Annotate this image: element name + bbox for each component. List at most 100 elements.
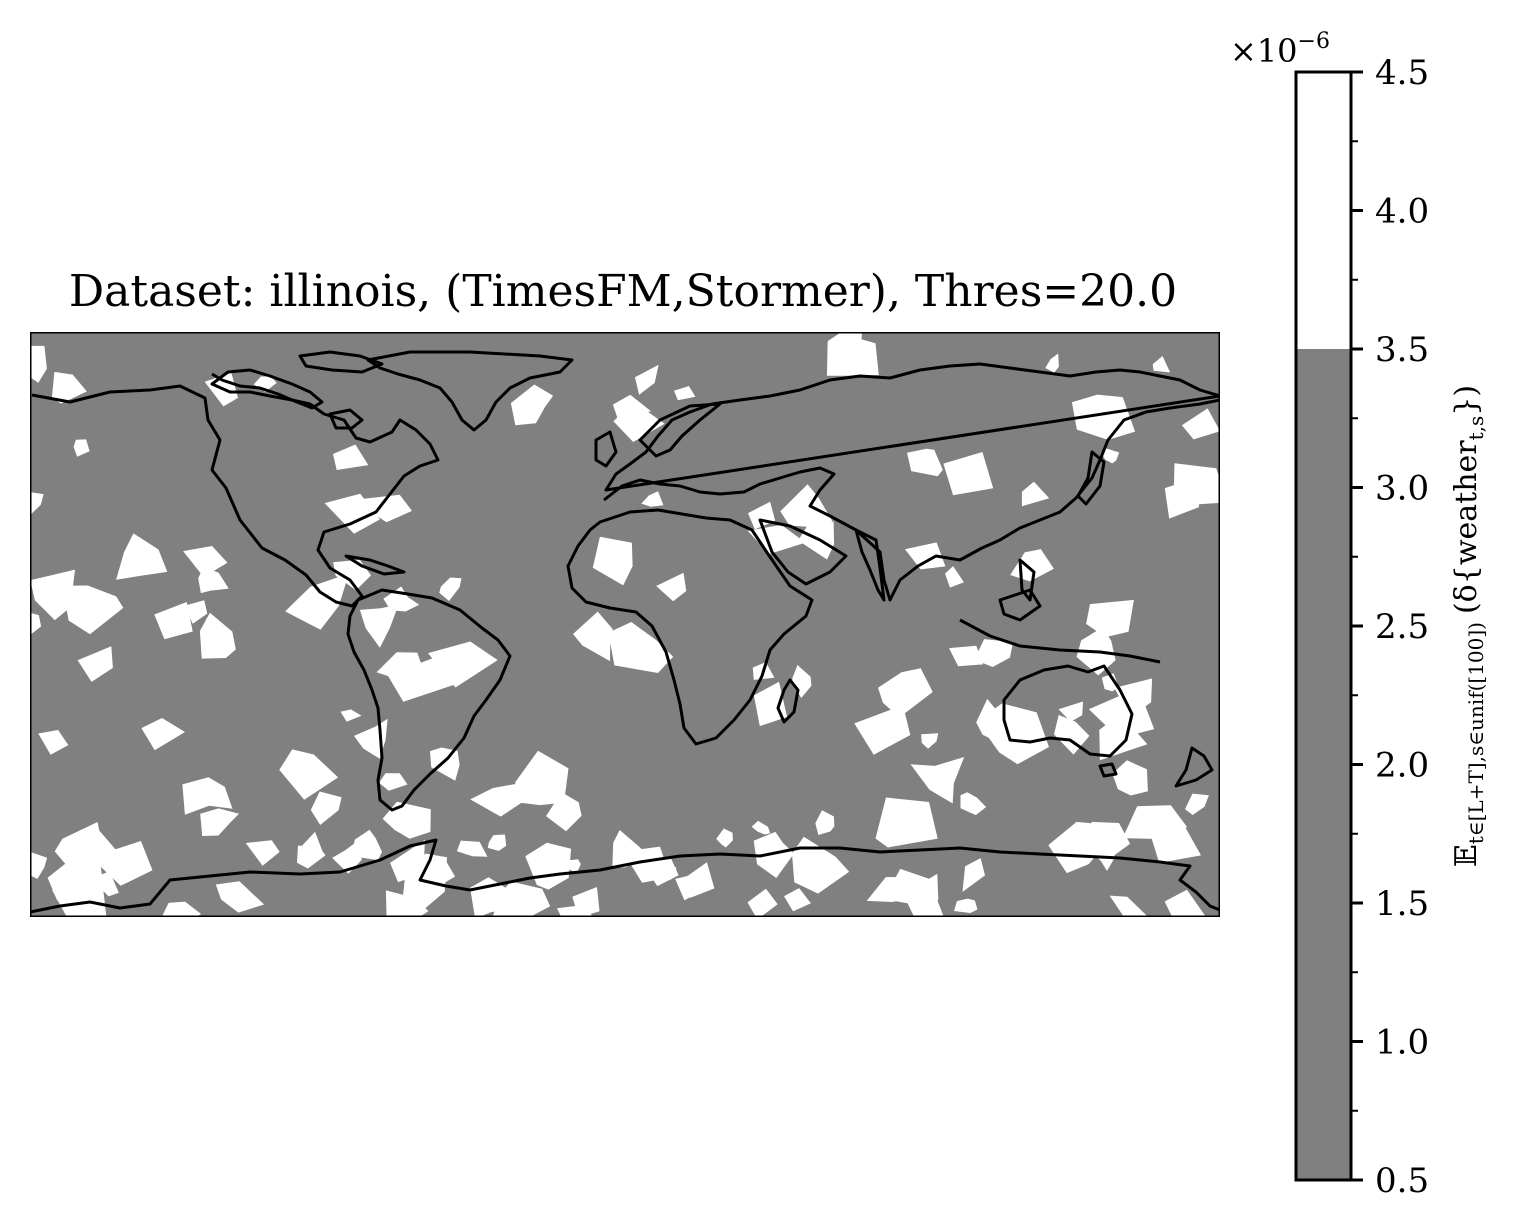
- above-threshold-patch: [1058, 701, 1083, 722]
- above-threshold-patch: [839, 332, 862, 354]
- above-threshold-patch: [428, 641, 498, 688]
- above-threshold-patch: [302, 831, 323, 866]
- above-threshold-patch: [430, 747, 460, 781]
- above-threshold-patch: [439, 577, 462, 601]
- above-threshold-patch: [340, 709, 362, 722]
- above-threshold-patch: [875, 797, 938, 848]
- above-threshold-patch: [784, 888, 811, 912]
- coast-india: [854, 528, 886, 602]
- above-threshold-patch: [889, 823, 907, 838]
- above-threshold-patch: [546, 787, 582, 832]
- above-threshold-patch: [62, 585, 124, 635]
- above-threshold-patch: [141, 718, 185, 751]
- coast-madagascar: [776, 678, 800, 724]
- above-threshold-patch: [200, 808, 239, 836]
- coast-antarctica: [30, 838, 1220, 914]
- colorbar-tick-label: 0.5: [1375, 1161, 1429, 1201]
- coast-eurasia: [603, 362, 1220, 602]
- colorbar-label-main: 𝔼: [1449, 844, 1484, 867]
- colorbar-label-subscript-2: t,s: [1464, 416, 1488, 441]
- above-threshold-patch: [949, 645, 984, 667]
- above-threshold-patch: [854, 705, 911, 755]
- above-threshold-patch: [910, 757, 965, 804]
- above-threshold-patch: [1101, 448, 1120, 464]
- above-threshold-patch: [1101, 673, 1119, 692]
- colorbar-tick-label: 1.0: [1375, 1023, 1429, 1063]
- colorbar-multiplier: ×10−6: [1230, 29, 1330, 70]
- above-threshold-patch: [154, 602, 193, 640]
- coast-indonesia: [959, 618, 1161, 664]
- threshold-patches: [30, 332, 1220, 917]
- above-threshold-patch: [161, 901, 201, 917]
- above-threshold-patch: [747, 888, 778, 917]
- above-threshold-patch: [906, 883, 944, 917]
- above-threshold-patch: [907, 448, 943, 477]
- colorbar-label-subscript: t∈[L+T],s∈unif([100]): [1464, 622, 1488, 844]
- above-threshold-patch: [245, 840, 280, 866]
- above-threshold-patch: [382, 801, 431, 839]
- coast-south-america: [346, 588, 512, 812]
- colorbar-tick-label: 3.5: [1375, 330, 1429, 370]
- coast-africa: [566, 508, 814, 746]
- colorbar-label-body: (δ{weather: [1449, 440, 1484, 614]
- above-threshold-patch: [557, 905, 594, 917]
- above-threshold-patch: [943, 452, 994, 496]
- above-threshold-patch: [845, 357, 865, 376]
- above-threshold-patch: [612, 394, 651, 419]
- above-threshold-patch: [30, 492, 44, 516]
- above-threshold-patch: [470, 783, 526, 817]
- above-threshold-patch: [215, 881, 265, 913]
- above-threshold-patch: [892, 868, 930, 906]
- above-threshold-patch: [1173, 463, 1220, 505]
- above-threshold-patch: [780, 484, 833, 528]
- above-threshold-patch: [573, 611, 613, 662]
- colorbar-label-close: }): [1449, 385, 1484, 416]
- coast-north-america: [31, 372, 440, 608]
- above-threshold-patch: [510, 384, 554, 426]
- above-threshold-patch: [199, 612, 236, 659]
- coast-scandinavia: [638, 402, 722, 458]
- above-threshold-patch: [184, 600, 208, 624]
- above-threshold-patch: [379, 773, 408, 791]
- colorbar-label: 𝔼t∈[L+T],s∈unif([100]) (δ{weathert,s}): [1449, 385, 1488, 867]
- above-threshold-patch: [324, 493, 380, 534]
- above-threshold-patch: [962, 858, 985, 892]
- colorbar-tick-label: 2.0: [1375, 746, 1429, 786]
- above-threshold-patch: [1054, 715, 1090, 755]
- colorbar-multiplier-exponent: −6: [1298, 29, 1330, 54]
- coast-canadian-islands: [210, 368, 324, 410]
- above-threshold-patch: [905, 542, 946, 570]
- above-threshold-patch: [878, 668, 933, 718]
- colorbar: 0.5 1.0 1.5 2.0 2.5 3.0 3.5 4.0 4.5 ×10−6 𝔼t∈[L+…: [1230, 29, 1488, 1201]
- above-threshold-patch: [815, 810, 835, 835]
- above-threshold-patch: [561, 859, 581, 874]
- above-threshold-patch: [945, 566, 964, 588]
- above-threshold-patch: [641, 491, 664, 507]
- above-threshold-patch: [674, 386, 696, 401]
- coast-arabia: [758, 518, 848, 586]
- above-threshold-patch: [1071, 394, 1136, 440]
- colorbar-tick-label: 4.5: [1375, 53, 1429, 93]
- above-threshold-patch: [1112, 760, 1148, 796]
- above-threshold-patch: [960, 792, 987, 816]
- above-threshold-patch: [1185, 793, 1209, 815]
- above-threshold-patch: [182, 777, 233, 815]
- above-threshold-patch: [359, 604, 399, 648]
- above-threshold-patch: [977, 703, 1049, 765]
- coast-greenland: [366, 350, 574, 432]
- above-threshold-patch: [747, 524, 806, 555]
- above-threshold-patch: [540, 848, 563, 866]
- above-threshold-patch: [1152, 356, 1171, 373]
- above-threshold-patch: [613, 410, 665, 442]
- coast-uk: [594, 430, 618, 468]
- above-threshold-patch: [30, 345, 47, 383]
- above-threshold-patch: [608, 622, 674, 673]
- colorbar-above-threshold: [1296, 72, 1351, 349]
- coast-japan: [1076, 450, 1106, 506]
- above-threshold-patch: [493, 881, 551, 917]
- above-threshold-patch: [30, 851, 48, 879]
- above-threshold-patch: [285, 573, 349, 630]
- colorbar-tick-label: 4.0: [1375, 192, 1429, 232]
- above-threshold-patch: [403, 853, 447, 913]
